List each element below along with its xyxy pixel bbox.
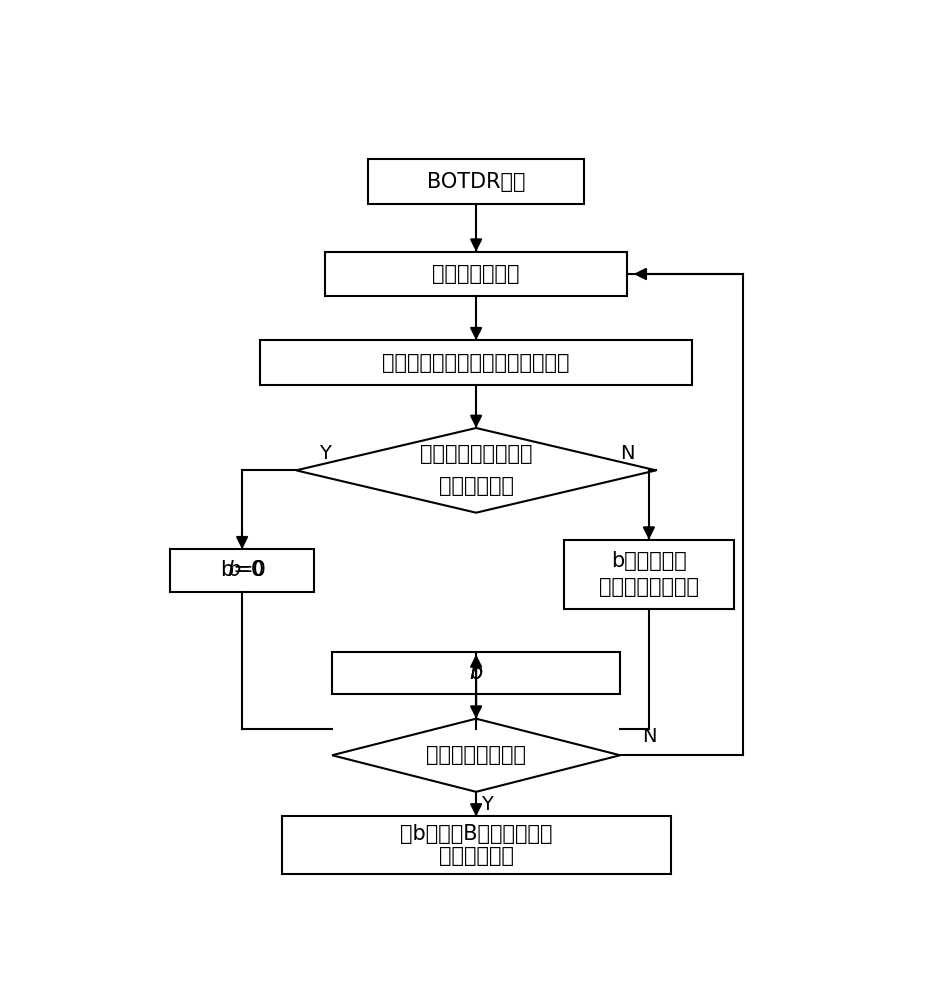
- Text: Y: Y: [318, 444, 330, 463]
- Text: 得到峰值频率: 得到峰值频率: [438, 846, 513, 866]
- Text: 是否到达检测次数: 是否到达检测次数: [426, 745, 525, 765]
- Bar: [260, 340, 691, 385]
- Text: b: b: [469, 663, 483, 683]
- Text: 扫频范围内拟合曲线: 扫频范围内拟合曲线: [419, 444, 532, 464]
- Text: 扫频得到残缺谱: 扫频得到残缺谱: [432, 264, 520, 284]
- Bar: [281, 816, 670, 874]
- Text: b为拟合曲线: b为拟合曲线: [611, 551, 686, 571]
- Polygon shape: [296, 428, 655, 513]
- Text: 是否出现负值: 是否出现负值: [438, 476, 513, 496]
- Bar: [170, 549, 314, 592]
- Bar: [367, 159, 584, 204]
- Text: 最小值对应的频率: 最小值对应的频率: [599, 577, 698, 597]
- Polygon shape: [332, 719, 619, 792]
- Text: 对b值集合B进行统计分析: 对b值集合B进行统计分析: [399, 824, 552, 844]
- Text: N: N: [641, 726, 655, 746]
- Text: b: b: [226, 560, 239, 580]
- Text: 残缺谱进行取倒数并作多项式拟合: 残缺谱进行取倒数并作多项式拟合: [382, 353, 569, 373]
- Text: b=0: b=0: [220, 560, 264, 580]
- Text: =0: =0: [236, 560, 266, 580]
- Text: Y: Y: [481, 795, 493, 814]
- Text: BOTDR系统: BOTDR系统: [426, 172, 525, 192]
- Text: b: b: [469, 663, 483, 683]
- Text: N: N: [619, 444, 634, 463]
- Bar: [563, 540, 733, 609]
- Bar: [332, 652, 619, 694]
- Bar: [325, 252, 626, 296]
